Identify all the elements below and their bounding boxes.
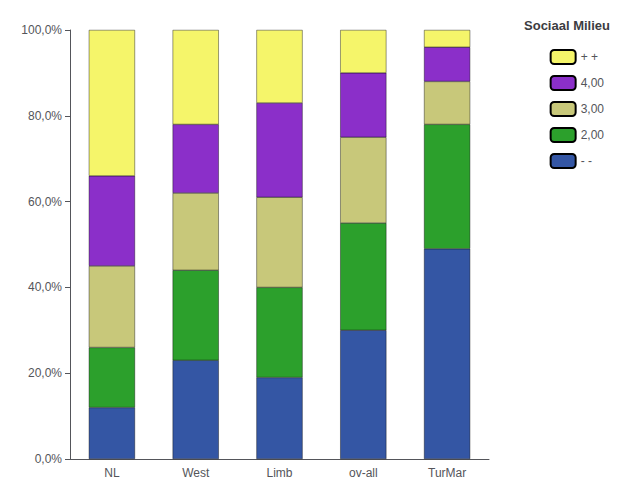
svg-text:3,00: 3,00	[581, 102, 605, 116]
svg-text:Limb: Limb	[266, 466, 292, 480]
svg-text:4,00: 4,00	[581, 76, 605, 90]
svg-text:40,0%: 40,0%	[28, 280, 62, 294]
svg-text:2,00: 2,00	[581, 128, 605, 142]
svg-text:Sociaal Milieu: Sociaal Milieu	[524, 18, 610, 33]
svg-text:TurMar: TurMar	[428, 466, 466, 480]
svg-text:- -: - -	[581, 154, 592, 168]
svg-text:80,0%: 80,0%	[28, 109, 62, 123]
svg-text:100,0%: 100,0%	[21, 23, 62, 37]
svg-text:NL: NL	[104, 466, 120, 480]
svg-text:20,0%: 20,0%	[28, 366, 62, 380]
svg-text:+ +: + +	[581, 50, 598, 64]
svg-text:0,0%: 0,0%	[35, 452, 63, 466]
svg-text:ov-all: ov-all	[349, 466, 378, 480]
svg-text:60,0%: 60,0%	[28, 195, 62, 209]
svg-text:West: West	[182, 466, 210, 480]
